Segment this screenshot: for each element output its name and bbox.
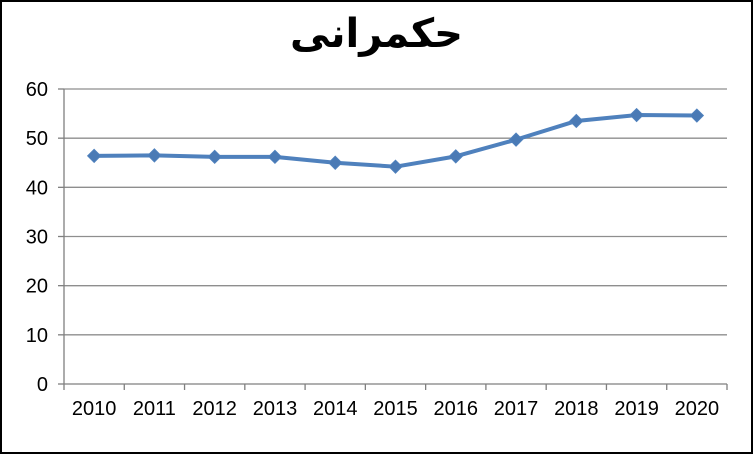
- data-point-marker: [267, 149, 283, 165]
- data-point-marker: [207, 149, 222, 165]
- data-point-marker: [86, 148, 102, 164]
- y-tick-label: 50: [26, 128, 48, 150]
- y-tick-label: 30: [26, 227, 48, 249]
- data-point-marker: [508, 132, 524, 147]
- x-tick-label: 2014: [313, 398, 358, 420]
- data-line: [92, 113, 699, 169]
- data-point-marker: [629, 107, 644, 123]
- y-tick-label: 40: [26, 177, 48, 199]
- x-tick-label: 2016: [434, 398, 479, 420]
- y-tick-label: 0: [37, 374, 48, 396]
- x-tick-label: 2012: [192, 398, 237, 420]
- data-point-marker: [147, 148, 162, 163]
- x-tick-label: 2020: [675, 398, 720, 420]
- x-tick-label: 2010: [72, 398, 117, 420]
- y-tick-label: 20: [26, 276, 48, 298]
- data-point-marker: [689, 108, 705, 123]
- chart-title: حکمرانی: [290, 10, 463, 57]
- data-point-marker: [448, 149, 463, 164]
- y-tick-label: 60: [26, 79, 48, 101]
- x-tick-label: 2018: [554, 398, 599, 420]
- data-point-marker: [328, 155, 343, 170]
- x-tick-label: 2015: [373, 398, 418, 420]
- y-tick-label: 10: [26, 325, 48, 347]
- x-tick-label: 2011: [133, 398, 176, 420]
- x-tick-label: 2017: [494, 398, 539, 420]
- x-tick-label: 2019: [614, 398, 659, 420]
- data-point-marker: [569, 113, 584, 129]
- x-tick-label: 2013: [253, 398, 298, 420]
- data-point-marker: [388, 159, 403, 174]
